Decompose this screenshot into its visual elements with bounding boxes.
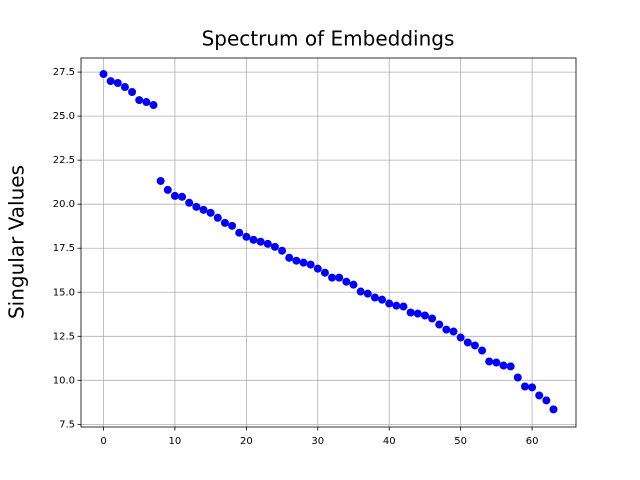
point [228,221,237,230]
y-tick-label: 17.5 [53,243,75,254]
point [135,96,144,105]
point [549,405,558,414]
point [313,264,322,273]
point [392,301,401,310]
point [120,83,129,92]
y-tick-label: 25.0 [53,111,75,122]
point [113,79,122,88]
point [363,289,372,298]
point [185,198,194,207]
point [106,77,115,86]
point [278,246,287,255]
point [99,70,108,79]
y-tick-label: 20.0 [53,199,75,210]
point [163,185,172,194]
point [399,302,408,311]
point [235,228,244,237]
point [435,320,444,329]
point [213,213,222,222]
x-tick-label: 50 [454,436,467,447]
point [499,361,508,370]
point [456,333,465,342]
point [320,268,329,277]
point [270,242,279,251]
point [428,314,437,323]
point [528,383,537,392]
point [292,256,301,265]
point [535,391,544,400]
point [249,235,258,244]
point [299,258,308,267]
point [449,327,458,336]
point [513,373,522,382]
point [335,273,344,282]
y-tick-label: 7.5 [59,419,75,430]
x-tick-label: 60 [526,436,539,447]
point [206,208,215,217]
point [492,358,501,367]
point [156,176,165,185]
point [478,346,487,355]
point [470,341,479,350]
point [413,309,422,318]
chart-title: Spectrum of Embeddings [202,27,455,51]
point [128,87,137,96]
point [192,202,201,211]
y-tick-label: 15.0 [53,287,75,298]
point [242,232,251,241]
point [263,239,272,248]
point [542,396,551,405]
point [342,277,351,286]
point [520,382,529,391]
point [385,299,394,308]
point [406,308,415,317]
point [442,325,451,334]
y-axis-label: Singular Values [5,165,29,319]
point [199,205,208,214]
point [149,101,158,110]
point [142,98,151,107]
point [370,293,379,302]
point [349,280,358,289]
point [485,357,494,366]
x-tick-label: 30 [311,436,324,447]
point [256,237,265,246]
point [506,362,515,371]
x-tick-label: 10 [169,436,182,447]
y-tick-label: 27.5 [53,67,75,78]
plot-frame [80,57,577,428]
point [463,338,472,347]
y-tick-label: 22.5 [53,155,75,166]
point [356,287,365,296]
point [378,295,387,304]
x-tick-label: 40 [383,436,396,447]
point [178,192,187,201]
point [170,191,179,200]
y-tick-label: 10.0 [53,375,75,386]
point [420,311,429,320]
point [285,253,294,262]
point [306,260,315,269]
point [328,273,337,282]
x-tick-label: 20 [240,436,253,447]
point [220,218,229,227]
x-tick-label: 0 [100,436,106,447]
y-tick-label: 12.5 [53,331,75,342]
